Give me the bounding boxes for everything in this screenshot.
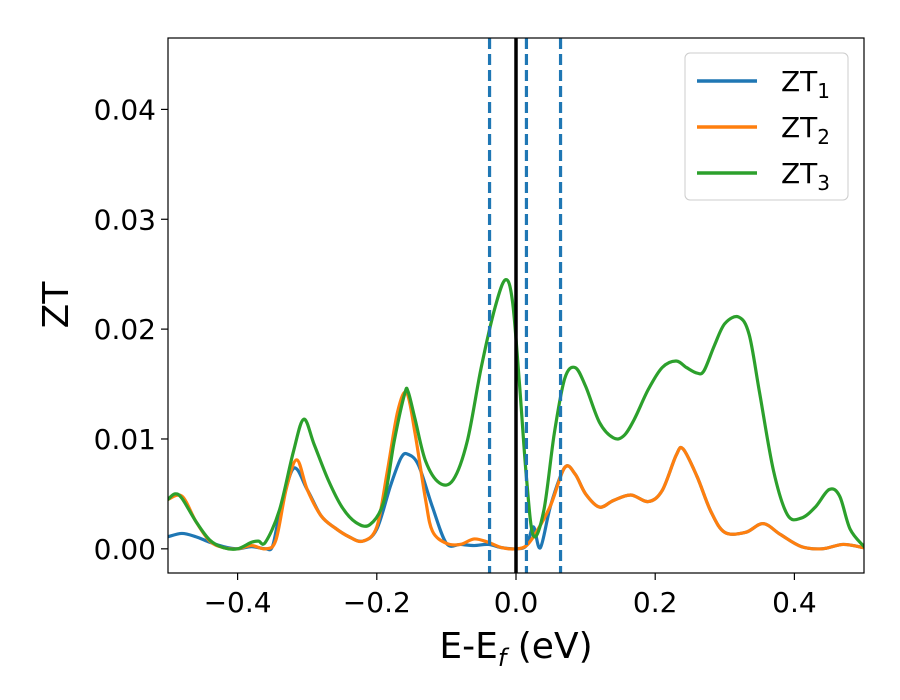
legend-label-1: ZT1 [781, 65, 830, 103]
x-tick-label: −0.2 [343, 586, 411, 619]
y-tick-label: 0.00 [94, 533, 156, 566]
legend-label-3: ZT3 [781, 157, 830, 195]
series-line-2 [168, 390, 864, 551]
reference-lines [487, 38, 563, 573]
legend-box [684, 52, 849, 201]
x-tick-label: 0.0 [494, 586, 539, 619]
x-axis-label: E-Ef (eV) [439, 626, 592, 672]
y-tick-label: 0.03 [94, 203, 156, 236]
x-tick-label: 0.2 [633, 586, 678, 619]
x-axis: −0.4 −0.2 0.0 0.2 0.4 [204, 573, 817, 619]
legend-label-2: ZT2 [781, 111, 830, 149]
x-tick-label: 0.4 [772, 586, 817, 619]
y-tick-label: 0.02 [94, 313, 156, 346]
y-axis-label: ZT [36, 281, 77, 329]
y-tick-label: 0.01 [94, 423, 156, 456]
legend: ZT1 ZT2 ZT3 [684, 52, 849, 201]
y-tick-label: 0.04 [94, 93, 156, 126]
y-axis: 0.00 0.01 0.02 0.03 0.04 [94, 93, 168, 566]
x-tick-label: −0.4 [204, 586, 272, 619]
